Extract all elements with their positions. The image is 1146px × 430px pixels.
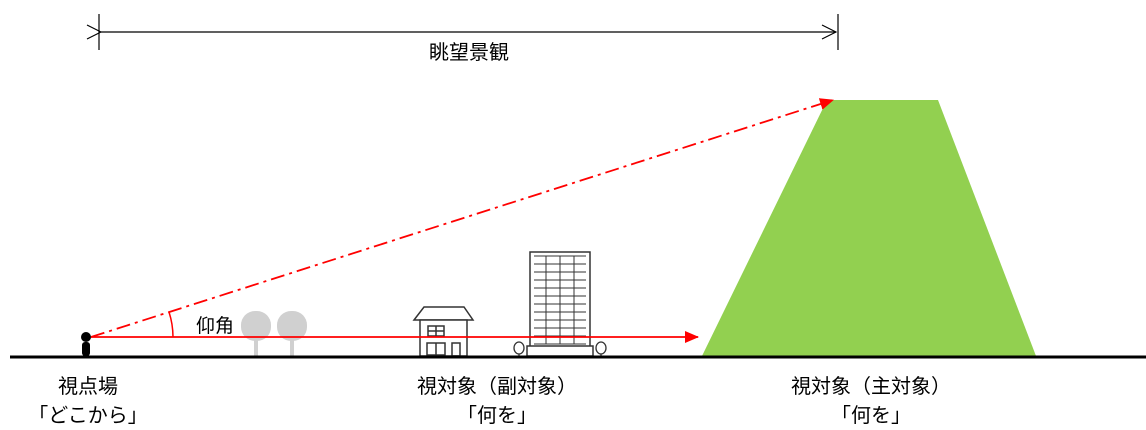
shrub-icon [595, 341, 607, 356]
viewpoint-title: 視点場 [58, 374, 118, 398]
viewer-icon [81, 332, 91, 356]
trees [241, 311, 307, 356]
viewpoint-subtitle: 「どこから」 [28, 403, 148, 427]
shrub-icon [513, 341, 525, 356]
elevation-angle-label: 仰角 [195, 315, 235, 337]
main-object-title: 視対象（主対象） [791, 374, 951, 398]
main-object-subtitle: 「何を」 [831, 403, 911, 427]
view-range-label: 眺望景観 [429, 40, 509, 64]
tree-icon [277, 311, 307, 356]
sight-lines [90, 98, 834, 343]
building-icon [526, 251, 594, 357]
sub-object-subtitle: 「何を」 [457, 403, 537, 427]
view-range-indicator [99, 14, 839, 50]
sub-object-title: 視対象（副対象） [417, 374, 577, 398]
tree-icon [241, 311, 271, 356]
house-icon [412, 306, 475, 357]
mountain-main-object [702, 100, 1036, 356]
elevation-sight-line [90, 98, 834, 338]
elevation-angle-arc [168, 311, 174, 338]
